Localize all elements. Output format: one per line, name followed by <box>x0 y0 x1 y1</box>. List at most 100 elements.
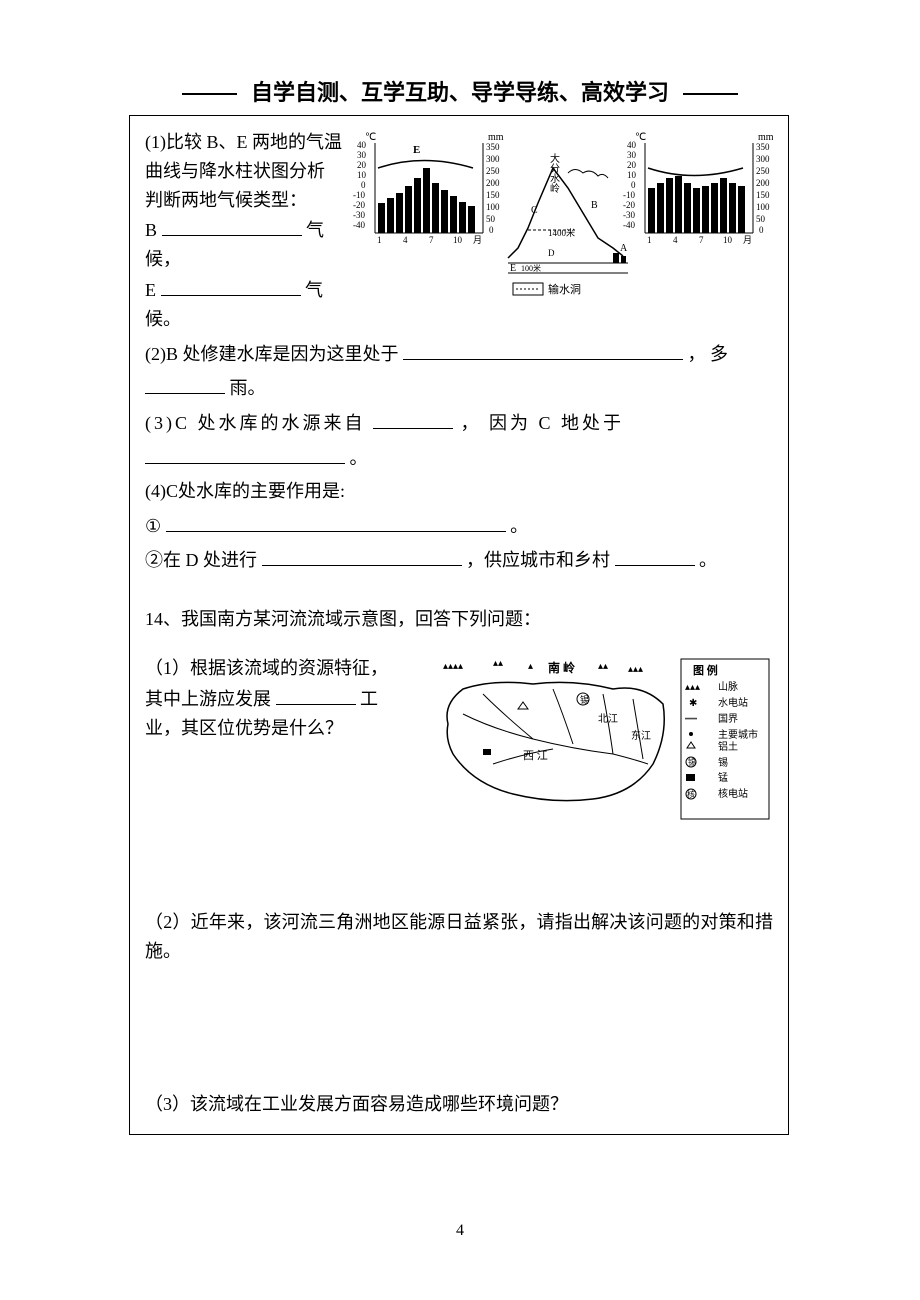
q3-text-c: 。 <box>350 448 368 468</box>
svg-text:月: 月 <box>743 235 752 245</box>
svg-text:输水洞: 输水洞 <box>548 282 581 296</box>
svg-text:1: 1 <box>647 235 652 245</box>
q14-sub1-b: 其中上游应发展 <box>145 689 271 709</box>
legend-items: ▴▴▴山脉 ✱水电站 ┅┅国界 主要城市 铝土 锡锡 锰 核核电站 <box>685 680 758 800</box>
svg-text:200: 200 <box>486 178 500 188</box>
mountain-cross-section: 大分水岭 C B 1400米 A D E 100米 <box>508 152 628 296</box>
q1-qi-e: 气 <box>305 280 323 300</box>
q1-qi-b: 气 <box>306 220 324 240</box>
svg-text:100: 100 <box>486 202 500 212</box>
svg-text:50: 50 <box>756 214 766 224</box>
svg-text:℃: ℃ <box>635 132 646 143</box>
chart-right: ℃ 40 30 20 10 0 -10 -20 -30 -40 <box>623 132 773 245</box>
question-2-cont: 雨。 <box>145 372 773 403</box>
svg-text:40: 40 <box>627 140 637 150</box>
svg-text:100米: 100米 <box>521 263 541 273</box>
svg-text:0: 0 <box>631 180 636 190</box>
svg-text:水电站: 水电站 <box>718 696 748 709</box>
svg-text:-40: -40 <box>623 220 635 230</box>
q2-text-a: (2)B 处修建水库是因为这里处于 <box>145 344 403 364</box>
q14-sub1-c: 工 <box>360 689 378 709</box>
question-4-opt1: ① 。 <box>145 510 773 541</box>
header-title: 自学自测、互学互助、导学导练、高效学习 <box>251 80 669 105</box>
q2-text-b: ， 多 <box>688 344 729 364</box>
svg-text:-10: -10 <box>353 190 365 200</box>
svg-text:✱: ✱ <box>689 698 697 709</box>
svg-text:0: 0 <box>759 225 764 235</box>
q3-text-a: (3)C 处水库的水源来自 <box>145 413 366 433</box>
svg-text:40: 40 <box>357 140 367 150</box>
svg-text:100: 100 <box>756 202 770 212</box>
svg-text:▴: ▴ <box>528 661 533 672</box>
svg-text:10: 10 <box>627 170 637 180</box>
question-14: 14、我国南方某河流流域示意图，回答下列问题： （1）根据该流域的资源特征， 其… <box>145 605 773 1118</box>
svg-text:北江: 北江 <box>598 713 618 725</box>
mountain-symbols: ▴▴▴▴ ▴▴ ▴ 南 岭 ▴▴ ▴▴▴ <box>443 658 643 675</box>
q4-text-a: (4)C处水库的主要作用是: <box>145 481 345 501</box>
svg-text:国界: 国界 <box>718 713 738 725</box>
svg-text:4: 4 <box>403 235 408 245</box>
svg-text:▴▴▴: ▴▴▴ <box>685 682 700 693</box>
svg-text:10: 10 <box>453 235 463 245</box>
blank-q14-1 <box>276 683 356 705</box>
q3-text-b: ， 因为 C 地处于 <box>461 413 625 433</box>
svg-text:300: 300 <box>756 154 770 164</box>
svg-text:核电站: 核电站 <box>718 787 748 800</box>
blank-q2-a <box>403 338 683 360</box>
q14-sub1-line2: 其中上游应发展 工 <box>145 683 425 714</box>
svg-text:350: 350 <box>756 142 770 152</box>
svg-text:山脉: 山脉 <box>718 680 738 693</box>
svg-text:主要城市: 主要城市 <box>718 728 758 741</box>
svg-text:℃: ℃ <box>365 132 376 143</box>
svg-text:0: 0 <box>361 180 366 190</box>
question-1-wrap: (1)比较 B、E 两地的气温 曲线与降水柱状图分析 判断两地气候类型： B 气… <box>145 128 773 334</box>
svg-text:▴▴: ▴▴ <box>493 658 503 669</box>
question-4-opt2: ②在 D 处进行 ，供应城市和乡村 。 <box>145 544 773 575</box>
svg-text:250: 250 <box>756 166 770 176</box>
svg-text:▴▴: ▴▴ <box>598 661 608 672</box>
question-4: (4)C处水库的主要作用是: <box>145 477 773 506</box>
svg-text:150: 150 <box>486 190 500 200</box>
q1-e-label: E <box>145 280 156 300</box>
svg-text:铝土: 铝土 <box>718 740 738 753</box>
svg-text:50: 50 <box>486 214 496 224</box>
svg-text:7: 7 <box>429 235 434 245</box>
q2-text-c: 雨。 <box>230 378 266 398</box>
header-line-left <box>182 93 237 95</box>
river-map-wrap: ▴▴▴▴ ▴▴ ▴ 南 岭 ▴▴ ▴▴▴ <box>433 654 773 824</box>
q14-title: 14、我国南方某河流流域示意图，回答下列问题： <box>145 605 773 634</box>
svg-text:月: 月 <box>473 235 482 245</box>
q4-opt2-b: ，供应城市和乡村 <box>466 550 615 570</box>
question-3: (3)C 处水库的水源来自 ， 因为 C 地处于 <box>145 407 773 438</box>
svg-text:0: 0 <box>489 225 494 235</box>
q4-opt2-c: 。 <box>699 550 717 570</box>
svg-text:A: A <box>620 243 628 254</box>
svg-text:30: 30 <box>627 150 637 160</box>
q4-opt2-a: ②在 D 处进行 <box>145 550 262 570</box>
blank-q4-2b <box>615 544 695 566</box>
svg-text:C: C <box>531 205 538 216</box>
svg-text:10: 10 <box>723 235 733 245</box>
svg-text:-10: -10 <box>623 190 635 200</box>
svg-text:锡: 锡 <box>718 756 728 769</box>
svg-text:大分水岭: 大分水岭 <box>548 152 560 194</box>
svg-text:锡: 锡 <box>688 758 696 767</box>
svg-text:南 岭: 南 岭 <box>548 660 575 675</box>
svg-text:E: E <box>510 263 516 274</box>
river-map: ▴▴▴▴ ▴▴ ▴ 南 岭 ▴▴ ▴▴▴ <box>433 654 773 824</box>
blank-b-climate <box>162 214 302 236</box>
svg-text:1400米: 1400米 <box>548 227 575 238</box>
svg-text:-30: -30 <box>353 210 365 220</box>
content-box: (1)比较 B、E 两地的气温 曲线与降水柱状图分析 判断两地气候类型： B 气… <box>129 115 789 1135</box>
q4-opt1-prefix: ① <box>145 512 161 541</box>
svg-text:7: 7 <box>699 235 704 245</box>
svg-text:▴▴▴▴: ▴▴▴▴ <box>443 661 463 672</box>
svg-text:20: 20 <box>627 160 637 170</box>
q1-b-label: B <box>145 220 157 240</box>
svg-text:B: B <box>591 200 598 211</box>
q14-sub1-text: （1）根据该流域的资源特征， 其中上游应发展 工 业，其区位优势是什么？ <box>145 654 425 742</box>
q1-line2: 曲线与降水柱状图分析 <box>145 157 345 186</box>
q1-line3: 判断两地气候类型： <box>145 186 345 215</box>
q1-b-line: B 气 <box>145 214 345 245</box>
climate-diagram-wrap: ℃ 40 30 20 10 0 -10 -20 -30 -40 <box>353 128 773 317</box>
